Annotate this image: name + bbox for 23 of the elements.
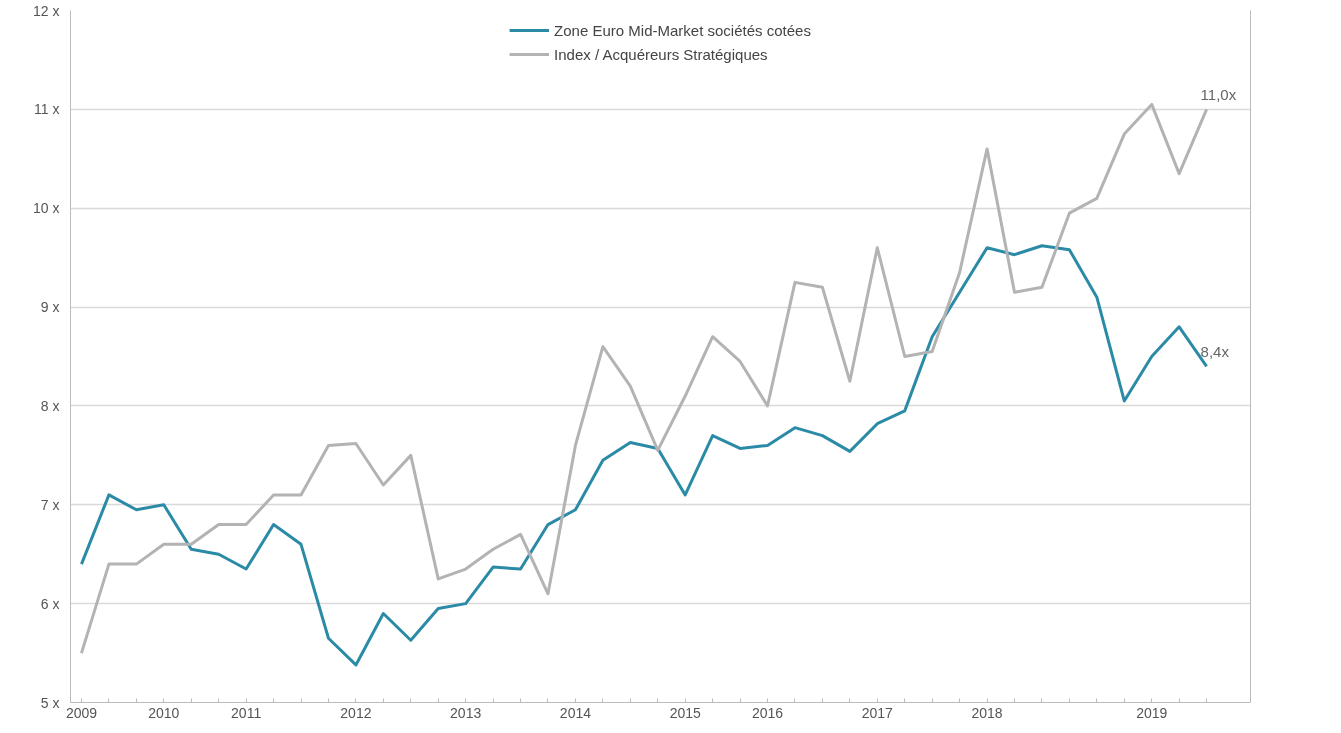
data-label: 8,4x	[1200, 343, 1230, 361]
x-tick-label: 2011	[231, 704, 262, 721]
legend-label: Zone Euro Mid-Market sociétés cotées	[554, 21, 811, 39]
y-tick-label: 10 x	[33, 200, 60, 217]
x-tick-label: 2017	[861, 704, 894, 721]
y-tick-label: 12 x	[33, 2, 60, 19]
x-tick-label: 2019	[1136, 704, 1168, 721]
y-tick-label: 8 x	[40, 397, 60, 414]
y-tick-label: 7 x	[40, 496, 60, 513]
x-tick-label: 2014	[559, 704, 592, 721]
y-tick-label: 5 x	[40, 694, 60, 711]
x-tick-label: 2009	[65, 704, 98, 721]
y-tick-label: 6 x	[40, 595, 60, 612]
y-tick-label: 9 x	[40, 299, 60, 316]
x-tick-label: 2018	[971, 704, 1003, 721]
x-tick-label: 2010	[148, 704, 180, 721]
data-label: 11,0x	[1200, 86, 1237, 104]
legend-label: Index / Acquéreurs Stratégiques	[554, 45, 768, 63]
y-tick-label: 11 x	[34, 101, 60, 118]
x-tick-label: 2013	[450, 704, 482, 721]
x-tick-label: 2015	[669, 704, 701, 721]
x-tick-label: 2016	[751, 704, 784, 721]
x-tick-label: 2012	[340, 704, 372, 721]
